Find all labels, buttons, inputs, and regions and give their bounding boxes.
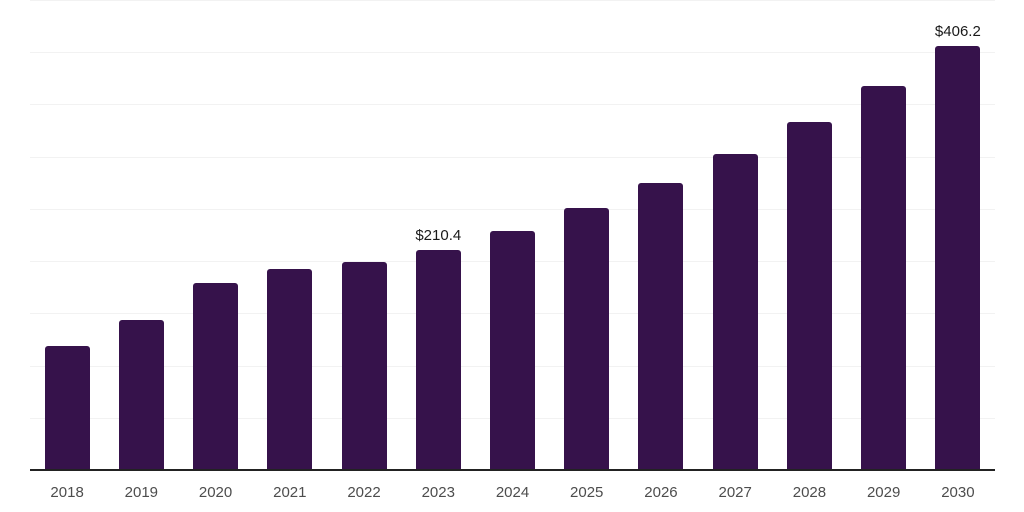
x-tick-2029: 2029 [866, 484, 901, 501]
bar-2021 [267, 269, 313, 470]
x-tick-2019: 2019 [124, 484, 159, 501]
bar-2019 [118, 319, 164, 470]
x-tick-2027: 2027 [718, 484, 752, 501]
x-axis-line [30, 469, 995, 471]
gridline [30, 104, 995, 106]
x-axis-labels: 2018 2019 2020 2021 2022 2023 2024 2025 2026 2027… [30, 484, 995, 506]
bar-2029 [861, 86, 907, 470]
x-tick-2024: 2024 [495, 484, 530, 501]
data-label-2023: $210.4 [415, 227, 462, 245]
x-tick-2026: 2026 [644, 484, 678, 501]
x-tick-2021: 2021 [273, 484, 307, 501]
gridline [30, 0, 995, 1]
x-tick-2023: 2023 [421, 484, 455, 501]
bar-2025 [564, 207, 610, 470]
x-tick-2030: 2030 [941, 484, 975, 501]
bar-2018 [44, 345, 90, 470]
x-tick-2028: 2028 [792, 484, 827, 501]
bar-2026 [638, 182, 684, 470]
bar-2020 [193, 283, 239, 470]
x-tick-2020: 2020 [198, 484, 233, 501]
bar-2027 [712, 153, 758, 470]
plot-area: $210.4 $406.2 [30, 0, 995, 471]
bar-2023 [415, 250, 461, 470]
gridline [30, 208, 995, 210]
x-tick-2022: 2022 [347, 484, 381, 501]
x-tick-2018: 2018 [50, 484, 84, 501]
x-tick-2025: 2025 [570, 484, 604, 501]
bar-2022 [341, 261, 387, 470]
data-label-2030: $406.2 [934, 22, 981, 40]
bar-2024 [490, 231, 535, 470]
gridline [30, 156, 995, 158]
gridline [30, 52, 995, 54]
bar-2028 [786, 122, 832, 470]
bar-2030 [935, 45, 981, 470]
